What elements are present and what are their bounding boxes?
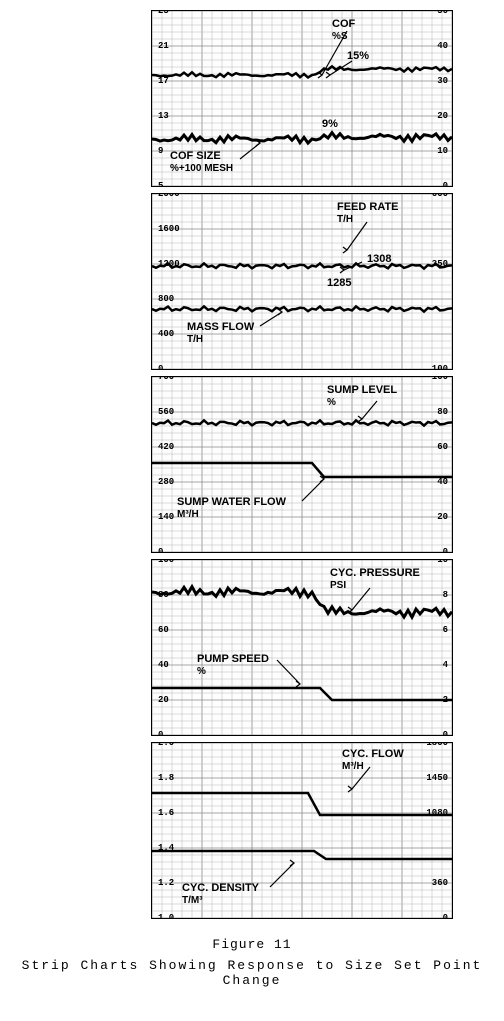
- strip-chart-sump: 700 560 420 280 140 0 100 80 60 40 20 0 SUMP LEVEL% S…: [151, 376, 453, 553]
- left-tick: 0: [158, 364, 163, 370]
- annotation: 1285: [327, 278, 351, 290]
- right-tick: 2: [443, 695, 448, 705]
- left-tick: 20: [158, 695, 169, 705]
- right-tick: 10: [437, 559, 448, 565]
- strip-chart-cyc_pressure: 1008060402001086420CYC. PRESSUREPSIPUMP …: [151, 559, 453, 736]
- left-tick: 21: [158, 41, 169, 51]
- left-tick: 560: [158, 407, 174, 417]
- right-tick: 4: [443, 660, 448, 670]
- right-tick: 0: [443, 181, 448, 187]
- strip-chart-cyc_flow: 2.0 1.8 1.6 1.4 1.2 1.0 1800 1450 1080 360 0 CYC. F…: [151, 742, 453, 919]
- strip-chart-cof: 25 21 17 13 9 5 50 40 30 20 10 0 COF%S 15% 9% COF SIZE%…: [151, 10, 453, 187]
- annotation: MASS FLOWT/H: [187, 322, 254, 345]
- left-tick: 17: [158, 76, 169, 86]
- left-tick: 13: [158, 111, 169, 121]
- annotation: FEED RATET/H: [337, 202, 399, 225]
- right-tick: 600: [432, 193, 448, 199]
- annotation: CYC. FLOWM³/H: [342, 749, 404, 772]
- right-tick: 6: [443, 625, 448, 635]
- right-tick: 0: [443, 913, 448, 919]
- right-tick: 360: [432, 878, 448, 888]
- annotation: 15%: [347, 51, 369, 63]
- annotation: CYC. DENSITYT/M³: [182, 883, 259, 906]
- left-tick: 1.2: [158, 878, 174, 888]
- annotation: PUMP SPEED%: [197, 654, 269, 677]
- annotation: CYC. PRESSUREPSI: [330, 568, 420, 591]
- left-tick: 1.6: [158, 808, 174, 818]
- left-tick: 1.8: [158, 773, 174, 783]
- right-tick: 100: [432, 376, 448, 382]
- left-tick: 100: [158, 559, 174, 565]
- strip-chart-feed: 2000 1600 1200 800 400 0 600 350 100 FEED RATET/H…: [151, 193, 453, 370]
- left-tick: 1600: [158, 224, 180, 234]
- right-tick: 350: [432, 259, 448, 269]
- left-tick: 140: [158, 512, 174, 522]
- right-tick: 100: [432, 364, 448, 370]
- annotation: 1308: [367, 254, 391, 266]
- annotation: COF%S: [332, 19, 355, 42]
- right-tick: 60: [437, 442, 448, 452]
- right-tick: 40: [437, 41, 448, 51]
- right-tick: 0: [443, 730, 448, 736]
- right-tick: 1450: [426, 773, 448, 783]
- right-tick: 1080: [426, 808, 448, 818]
- left-tick: 2.0: [158, 742, 174, 748]
- left-tick: 1.4: [158, 843, 174, 853]
- left-tick: 25: [158, 10, 169, 16]
- left-tick: 0: [158, 730, 163, 736]
- right-tick: 20: [437, 512, 448, 522]
- left-tick: 1200: [158, 259, 180, 269]
- figure-caption: Figure 11 Strip Charts Showing Response …: [10, 937, 494, 988]
- right-tick: 10: [437, 146, 448, 156]
- right-tick: 8: [443, 590, 448, 600]
- left-tick: 280: [158, 477, 174, 487]
- left-tick: 9: [158, 146, 163, 156]
- right-tick: 0: [443, 547, 448, 553]
- figure-title: Strip Charts Showing Response to Size Se…: [10, 958, 494, 988]
- left-tick: 40: [158, 660, 169, 670]
- right-tick: 50: [437, 10, 448, 16]
- left-tick: 2000: [158, 193, 180, 199]
- annotation: SUMP WATER FLOWM³/H: [177, 497, 286, 520]
- left-tick: 5: [158, 181, 163, 187]
- right-tick: 40: [437, 477, 448, 487]
- strip-chart-stack: 252117139550403020100COF%S15%9%COF SIZE%…: [110, 10, 494, 919]
- left-tick: 0: [158, 547, 163, 553]
- annotation: SUMP LEVEL%: [327, 385, 397, 408]
- annotation: 9%: [322, 119, 338, 131]
- left-tick: 60: [158, 625, 169, 635]
- left-tick: 420: [158, 442, 174, 452]
- right-tick: 1800: [426, 742, 448, 748]
- right-tick: 80: [437, 407, 448, 417]
- left-tick: 1.0: [158, 913, 174, 919]
- figure-number: Figure 11: [10, 937, 494, 952]
- annotation: COF SIZE%+100 MESH: [170, 151, 233, 174]
- right-tick: 20: [437, 111, 448, 121]
- right-tick: 30: [437, 76, 448, 86]
- left-tick: 700: [158, 376, 174, 382]
- left-tick: 80: [158, 590, 169, 600]
- left-tick: 400: [158, 329, 174, 339]
- left-tick: 800: [158, 294, 174, 304]
